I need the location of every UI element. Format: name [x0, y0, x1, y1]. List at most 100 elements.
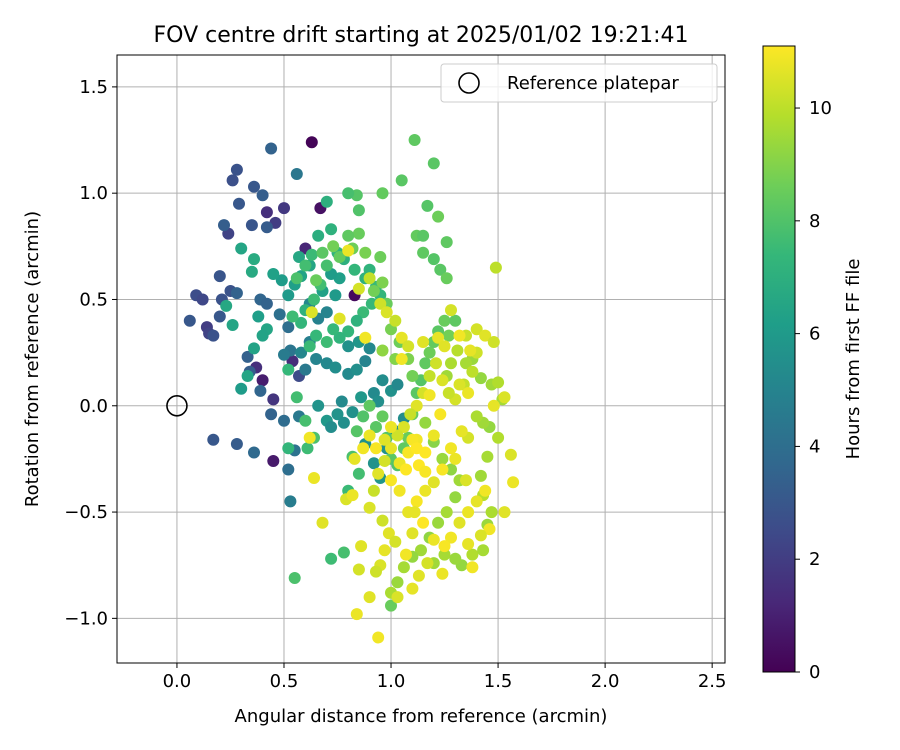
data-point	[256, 189, 269, 202]
data-point	[245, 265, 258, 278]
data-point	[325, 552, 338, 565]
data-point	[419, 357, 432, 370]
data-point	[436, 374, 449, 387]
data-point	[419, 484, 432, 497]
data-point	[235, 242, 248, 255]
data-point	[342, 187, 355, 200]
data-point	[348, 263, 361, 276]
colorbar-tick-label: 8	[809, 211, 820, 232]
data-point	[376, 187, 389, 200]
data-point	[295, 316, 308, 329]
data-point	[389, 535, 402, 548]
data-point	[380, 306, 393, 319]
data-point	[275, 274, 288, 287]
data-point	[303, 431, 316, 444]
data-point	[230, 438, 243, 450]
data-point	[385, 421, 397, 433]
data-point	[282, 463, 295, 476]
data-point	[382, 527, 395, 540]
data-point	[320, 306, 333, 319]
data-point	[498, 391, 511, 404]
data-point	[355, 391, 368, 404]
data-point	[474, 372, 487, 385]
data-point	[357, 410, 370, 423]
data-point	[310, 353, 323, 365]
data-point	[466, 548, 479, 561]
data-point	[299, 414, 312, 427]
data-point	[427, 157, 440, 170]
data-point	[438, 548, 451, 561]
data-point	[254, 384, 267, 397]
data-point	[440, 506, 453, 519]
data-point	[410, 495, 423, 508]
data-point	[273, 308, 286, 321]
data-point	[359, 355, 372, 368]
data-point	[235, 382, 248, 395]
data-point	[248, 446, 260, 459]
data-point	[391, 591, 404, 604]
data-point	[397, 561, 410, 574]
colorbar-tick-label: 4	[809, 436, 820, 457]
data-point	[376, 410, 389, 423]
y-tick-label: 0.0	[79, 396, 108, 417]
data-point	[320, 336, 333, 348]
colorbar-ticks: 0 2 4 6 8 10	[795, 98, 832, 683]
data-point	[299, 363, 312, 376]
data-point	[492, 431, 505, 444]
data-point	[337, 416, 350, 429]
data-point	[483, 523, 496, 536]
data-point	[299, 259, 312, 272]
data-point	[391, 378, 404, 391]
data-point	[350, 425, 363, 438]
data-point	[248, 253, 260, 266]
data-point	[438, 540, 451, 553]
data-point	[385, 474, 397, 487]
data-point	[410, 399, 423, 412]
data-point	[376, 514, 389, 527]
data-point	[256, 374, 269, 387]
data-point	[417, 336, 430, 348]
data-point	[430, 357, 442, 370]
data-point	[498, 506, 511, 519]
data-point	[487, 399, 500, 412]
colorbar-label: Hours from first FF file	[843, 259, 864, 460]
legend: Reference platepar	[440, 63, 718, 103]
data-point	[449, 491, 462, 504]
data-point	[207, 329, 220, 342]
legend-label: Reference platepar	[507, 73, 679, 94]
data-point	[352, 282, 365, 295]
data-point	[453, 329, 466, 342]
data-point	[442, 329, 455, 342]
data-point	[395, 331, 408, 344]
data-point	[479, 329, 492, 342]
data-point	[290, 391, 303, 404]
data-point	[434, 408, 447, 421]
data-point	[470, 323, 483, 336]
y-tick-label: −0.5	[64, 502, 108, 523]
data-point	[346, 406, 359, 419]
y-tick-label: 0.5	[79, 289, 108, 310]
data-point	[365, 297, 378, 310]
data-point	[453, 378, 466, 391]
data-point	[440, 272, 453, 285]
data-point	[376, 344, 389, 357]
data-point	[385, 599, 397, 612]
data-point	[301, 442, 314, 455]
data-point	[282, 321, 295, 334]
data-point	[359, 246, 372, 259]
data-point	[363, 342, 376, 355]
data-point	[252, 310, 265, 323]
data-point	[213, 270, 226, 283]
data-point	[207, 433, 220, 446]
y-axis-ticks: −1.0 −0.5 0.0 0.5 1.0 1.5	[64, 77, 117, 629]
data-point	[400, 548, 412, 561]
data-point	[436, 567, 449, 580]
plot-frame	[116, 54, 726, 664]
data-point	[350, 608, 363, 621]
data-point	[352, 563, 365, 576]
data-point	[342, 244, 355, 257]
data-point	[220, 299, 233, 312]
data-point	[370, 421, 382, 433]
x-tick-label: 1.0	[377, 671, 406, 692]
data-point	[256, 329, 269, 342]
